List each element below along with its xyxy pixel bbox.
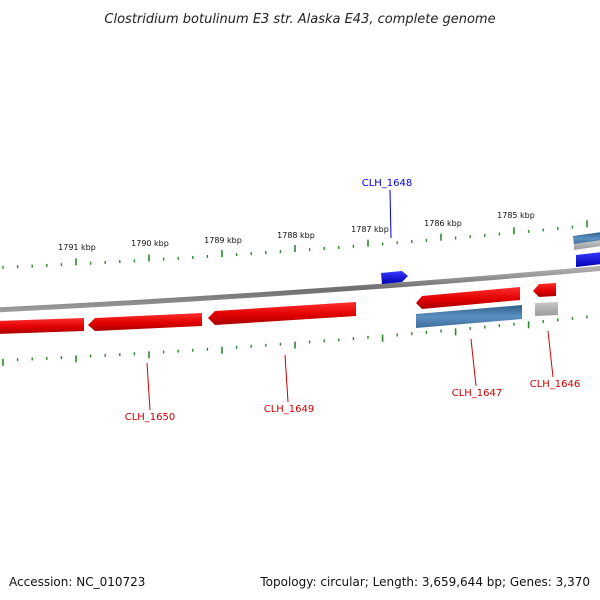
gene-clh-1649[interactable]	[208, 302, 356, 325]
scale-label-1786: 1786 kbp	[424, 219, 462, 228]
gene-clh-1646[interactable]	[533, 283, 556, 297]
scale-label-1791: 1791 kbp	[58, 243, 96, 252]
map-title: Clostridium botulinum E3 str. Alaska E43…	[104, 12, 495, 27]
leader-line-clh-1649	[284, 354, 289, 403]
gene-clh-1647[interactable]	[416, 287, 520, 309]
scale-label-1790: 1790 kbp	[131, 239, 169, 248]
gene-label-clh-1648[interactable]: CLH_1648	[362, 178, 413, 189]
scale-labels: 1791 kbp 1790 kbp 1789 kbp 1788 kbp 1787…	[58, 211, 535, 252]
gene-label-clh-1649[interactable]: CLH_1649	[264, 404, 315, 415]
leader-line-clh-1648	[389, 189, 392, 239]
gene-label-clh-1647[interactable]: CLH_1647	[452, 388, 503, 399]
leader-line-clh-1650	[146, 362, 151, 411]
scale-label-1785: 1785 kbp	[497, 211, 535, 220]
scale-label-1787: 1787 kbp	[351, 225, 389, 234]
gene-label-clh-1650[interactable]: CLH_1650	[125, 412, 176, 423]
leader-line-clh-1647	[470, 338, 477, 387]
gene-clh-1648[interactable]	[381, 271, 408, 284]
outer-scale-ticks	[2, 220, 588, 269]
genome-summary-text: Topology: circular; Length: 3,659,644 bp…	[259, 575, 590, 589]
gene-track-grey-edge[interactable]	[574, 240, 600, 250]
genome-backbone	[0, 265, 600, 313]
gene-steel-under-1647[interactable]	[416, 305, 522, 328]
gene-label-clh-1646[interactable]: CLH_1646	[530, 379, 581, 390]
leader-line-clh-1646	[547, 330, 554, 378]
accession-text: Accession: NC_010723	[9, 575, 145, 589]
gene-red-left[interactable]	[0, 318, 84, 334]
gene-clh-1650[interactable]	[88, 313, 202, 331]
gene-grey-under-1646[interactable]	[535, 302, 558, 316]
gene-blue-edge[interactable]	[576, 252, 600, 267]
scale-label-1788: 1788 kbp	[277, 231, 315, 240]
scale-label-1789: 1789 kbp	[204, 236, 242, 245]
inner-scale-ticks	[2, 315, 588, 366]
